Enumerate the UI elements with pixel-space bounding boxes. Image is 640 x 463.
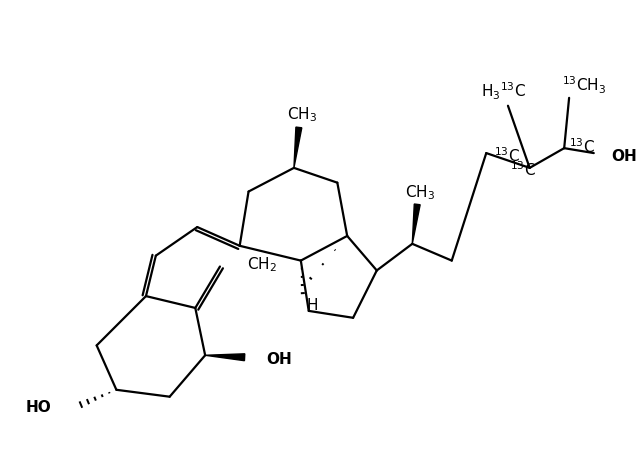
Text: CH$_2$: CH$_2$ [246,255,276,273]
Text: CH$_3$: CH$_3$ [287,105,317,124]
Text: OH: OH [612,148,637,163]
Polygon shape [294,128,302,169]
Text: OH: OH [266,351,292,366]
Polygon shape [412,205,420,244]
Text: $^{13}$C: $^{13}$C [569,137,595,155]
Text: HO: HO [26,399,51,414]
Text: H: H [307,298,319,313]
Text: H$_3$$^{13}$C: H$_3$$^{13}$C [481,80,525,101]
Text: $^{13}$CH$_3$: $^{13}$CH$_3$ [562,74,606,95]
Text: CH$_3$: CH$_3$ [405,183,435,201]
Polygon shape [205,354,244,361]
Text: $^{13}$C: $^{13}$C [494,146,520,165]
Text: $^{13}$C: $^{13}$C [510,160,536,178]
